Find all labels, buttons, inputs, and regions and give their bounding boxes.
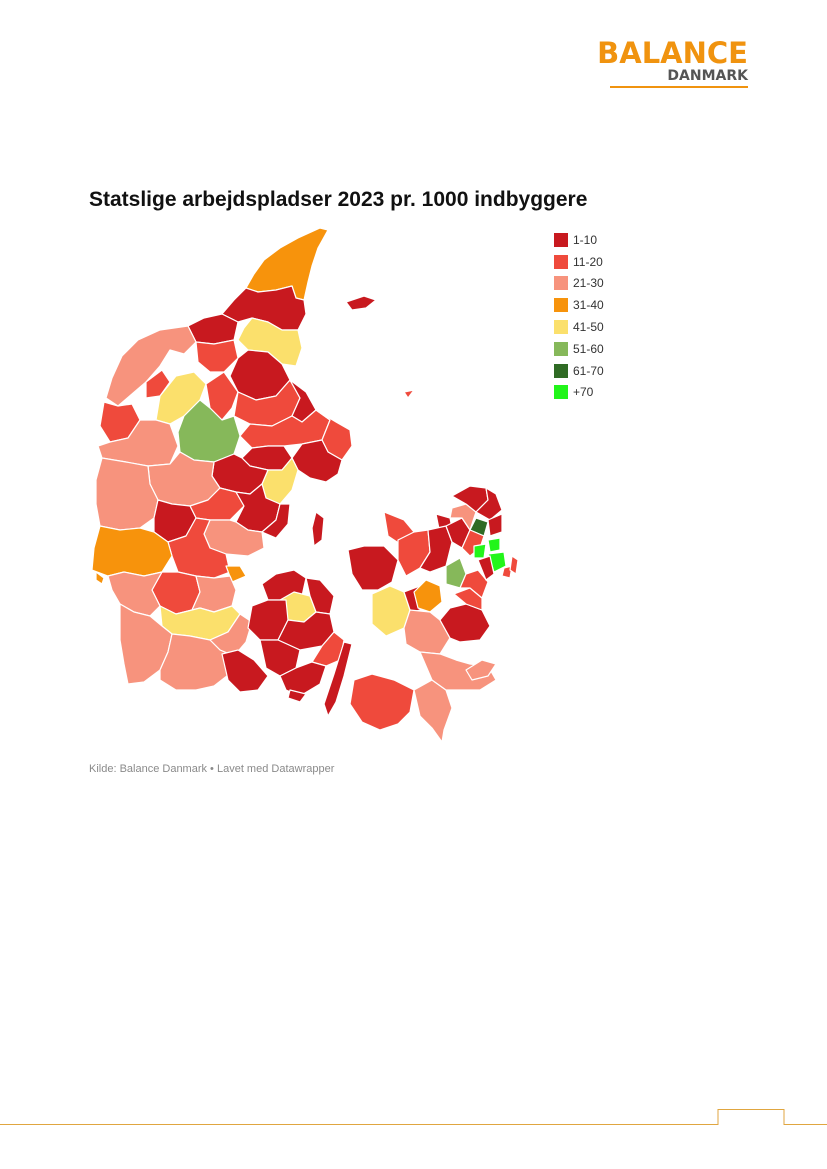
legend-item: 41-50: [554, 316, 604, 338]
source-note: Kilde: Balance Danmark • Lavet med Dataw…: [89, 763, 335, 775]
region-amager-east: [509, 555, 519, 575]
region-egedal: [461, 529, 485, 557]
region-hørsholm: [487, 513, 503, 537]
legend-swatch: [554, 363, 568, 378]
footer-rule: [0, 1109, 827, 1125]
legend-swatch: [554, 276, 568, 291]
region-lolland: [349, 673, 415, 731]
logo-text-danmark: DANMARK: [667, 68, 748, 84]
legend-label: 1-10: [573, 232, 598, 247]
region-greve: [477, 555, 495, 581]
region-samsø: [311, 511, 325, 547]
legend-label: 51-60: [573, 341, 604, 356]
logo-underline: [610, 86, 748, 88]
legend-item: +70: [554, 382, 604, 404]
region-stevns: [453, 587, 483, 611]
region-ringsted: [413, 579, 443, 613]
legend-swatch: [554, 254, 568, 269]
legend-item: 51-60: [554, 338, 604, 360]
legend-swatch: [554, 232, 568, 247]
region-thy: [105, 325, 197, 407]
region-faxe: [439, 603, 491, 643]
region-odense: [277, 611, 335, 651]
region-fanø: [95, 571, 105, 585]
denmark-municipality-map: [91, 227, 519, 743]
region-hjorring: [187, 313, 239, 345]
region-anholt: [403, 389, 415, 399]
region-holstebro: [97, 419, 179, 467]
region-ærø: [287, 689, 307, 703]
region-svendborg: [279, 661, 327, 697]
legend-item: 61-70: [554, 360, 604, 382]
legend-label: 41-50: [573, 320, 604, 335]
region-jammerbugt: [195, 339, 239, 373]
region-læsø: [345, 295, 377, 311]
legend-label: 11-20: [573, 254, 603, 269]
legend-label: 31-40: [573, 298, 604, 313]
legend-item: 1-10: [554, 229, 604, 251]
legend-item: 11-20: [554, 251, 604, 273]
legend-label: +70: [573, 385, 594, 400]
legend-swatch: [554, 298, 568, 313]
region-sønderborg: [221, 649, 269, 693]
region-lyngby: [487, 537, 501, 553]
brand-logo: BALANCE DANMARK: [597, 36, 752, 92]
region-vordingborg: [419, 651, 497, 691]
region-ringkobing: [95, 457, 159, 531]
legend-label: 21-30: [573, 276, 604, 291]
legend-swatch: [554, 385, 568, 400]
map-title: Statslige arbejdspladser 2023 pr. 1000 i…: [89, 188, 588, 211]
region-tårnby: [501, 565, 513, 579]
region-bronderslev: [237, 317, 303, 367]
region-møn: [465, 659, 497, 681]
map-legend: 1-10 11-20 21-30 31-40 41-50 51-60 61-70…: [554, 229, 604, 403]
legend-swatch: [554, 341, 568, 356]
region-langeland: [323, 641, 353, 717]
legend-item: 21-30: [554, 273, 604, 295]
legend-swatch: [554, 320, 568, 335]
region-kalundborg: [347, 545, 399, 591]
region-aabenraa: [159, 633, 235, 691]
region-odder: [261, 503, 291, 539]
region-esbjerg: [107, 571, 163, 617]
region-ballerup: [473, 543, 487, 559]
legend-item: 31-40: [554, 294, 604, 316]
logo-text-balance: BALANCE: [597, 36, 748, 70]
region-køge: [459, 569, 489, 599]
legend-label: 61-70: [573, 363, 604, 378]
